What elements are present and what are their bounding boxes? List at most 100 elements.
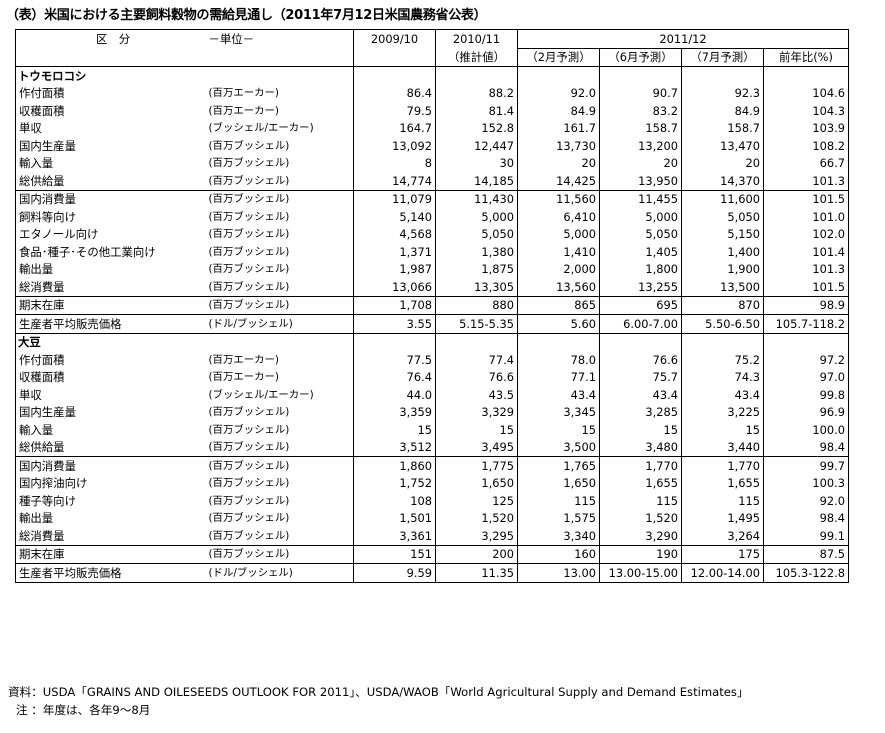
cell-jul: 14,370 [681, 172, 764, 190]
cell-v2009: 4,568 [353, 225, 436, 243]
cell-yoy: 103.9 [763, 119, 849, 137]
cell-feb: 43.4 [517, 386, 600, 404]
cell-yoy: 108.2 [763, 137, 849, 155]
cell-feb: 15 [517, 421, 600, 439]
row-label: 期末在庫 [15, 295, 206, 315]
table-row: 収穫面積 (百万エーカー) 79.5 81.4 84.9 83.2 84.9 104.3 [15, 102, 849, 120]
cell-jul: 74.3 [681, 368, 764, 386]
cell-feb: 14,425 [517, 172, 600, 190]
cell-jul: 3,440 [681, 438, 764, 457]
cell-v2010: 30 [435, 154, 518, 172]
section-row-soy: 大豆 [15, 332, 849, 351]
cell-yoy: 98.4 [763, 438, 849, 457]
table-row: 単収 (ブッシェル/エーカー) 164.7 152.8 161.7 158.7 158.7 1… [15, 119, 849, 137]
cell-jul: 175 [681, 544, 764, 564]
table-row: 国内生産量 (百万ブッシェル) 13,092 12,447 13,730 13,200 13… [15, 137, 849, 155]
row-label: 収穫面積 [15, 102, 206, 120]
cell-v2010: 3,295 [435, 527, 518, 545]
cell-v2009: 86.4 [353, 84, 436, 102]
cell-jun: 13,200 [599, 137, 682, 155]
header-row-2: （推計値） （2月予測） （6月予測） （7月予測） 前年比(%) [15, 48, 849, 67]
cell-v2010: 3,329 [435, 403, 518, 421]
cell-jun: 6.00-7.00 [599, 314, 682, 334]
table-row: 総供給量 (百万ブッシェル) 3,512 3,495 3,500 3,480 3,440 98… [15, 438, 849, 457]
cell-feb: 13,560 [517, 278, 600, 296]
cell-jun: 13.00-15.00 [599, 563, 682, 583]
cell-v2010: 1,650 [435, 474, 518, 492]
table-row: 国内消費量 (百万ブッシェル) 1,860 1,775 1,765 1,770 1,770 9… [15, 456, 849, 475]
cell-jun: 76.6 [599, 351, 682, 369]
table-row: 輸入量 (百万ブッシェル) 15 15 15 15 15 100.0 [15, 421, 849, 439]
cell-v2010: 43.5 [435, 386, 518, 404]
cell-jul: 1,400 [681, 243, 764, 261]
row-label: 作付面積 [15, 84, 206, 102]
cell-v2010: 12,447 [435, 137, 518, 155]
cell-feb: 161.7 [517, 119, 600, 137]
cell-feb: 115 [517, 492, 600, 510]
cell-v2010: 11.35 [435, 563, 518, 583]
cell-feb: 84.9 [517, 102, 600, 120]
table-row: 飼料等向け (百万ブッシェル) 5,140 5,000 6,410 5,000 5,050 1… [15, 208, 849, 226]
section-title: トウモロコシ [15, 66, 206, 85]
section-title: 大豆 [15, 332, 206, 351]
cell-v2010: 81.4 [435, 102, 518, 120]
cell-v2010: 77.4 [435, 351, 518, 369]
cell-feb: 1,765 [517, 456, 600, 475]
cell-jun: 1,405 [599, 243, 682, 261]
cell-jul: 15 [681, 421, 764, 439]
row-unit: (百万ブッシェル) [205, 544, 354, 564]
cell-v2010: 76.6 [435, 368, 518, 386]
row-label: 総供給量 [15, 438, 206, 457]
cell-v2009: 164.7 [353, 119, 436, 137]
row-unit: (ブッシェル/エーカー) [205, 386, 354, 404]
row-unit: (百万ブッシェル) [205, 225, 354, 243]
row-unit: (百万ブッシェル) [205, 189, 354, 208]
cell-v2009: 1,371 [353, 243, 436, 261]
cell-jul: 43.4 [681, 386, 764, 404]
row-label: 食品･種子･その他工業向け [15, 243, 206, 261]
cell-feb: 5,000 [517, 225, 600, 243]
cell-jul: 870 [681, 295, 764, 315]
cell-jul: 92.3 [681, 84, 764, 102]
row-label: 単収 [15, 119, 206, 137]
cell-jul: 1,655 [681, 474, 764, 492]
cell-feb: 865 [517, 295, 600, 315]
row-label: 輸出量 [15, 509, 206, 527]
cell-v2009: 3,361 [353, 527, 436, 545]
cell-feb: 20 [517, 154, 600, 172]
cell-jul: 20 [681, 154, 764, 172]
cell-yoy: 104.3 [763, 102, 849, 120]
cell-jun: 13,950 [599, 172, 682, 190]
cell-feb: 5.60 [517, 314, 600, 334]
cell-yoy: 92.0 [763, 492, 849, 510]
cell-yoy: 104.6 [763, 84, 849, 102]
row-label: 国内生産量 [15, 403, 206, 421]
cell-yoy: 98.4 [763, 509, 849, 527]
cell-jun: 158.7 [599, 119, 682, 137]
cell-feb: 3,500 [517, 438, 600, 457]
header-unit: －単位－ [205, 29, 354, 48]
cell-v2009: 8 [353, 154, 436, 172]
row-unit: (百万ブッシェル) [205, 456, 354, 475]
cell-v2010: 1,775 [435, 456, 518, 475]
cell-yoy: 101.5 [763, 278, 849, 296]
cell-feb: 1,575 [517, 509, 600, 527]
table-row: 国内搾油向け (百万ブッシェル) 1,752 1,650 1,650 1,655 1,655… [15, 474, 849, 492]
cell-feb: 1,410 [517, 243, 600, 261]
row-label: 国内消費量 [15, 456, 206, 475]
row-unit: (百万ブッシェル) [205, 474, 354, 492]
header-2010-top: 2010/11 [435, 29, 518, 48]
cell-jul: 75.2 [681, 351, 764, 369]
row-unit: (百万ブッシェル) [205, 243, 354, 261]
cell-jul: 1,900 [681, 260, 764, 278]
cell-feb: 77.1 [517, 368, 600, 386]
cell-jun: 75.7 [599, 368, 682, 386]
cell-yoy: 102.0 [763, 225, 849, 243]
cell-jul: 1,770 [681, 456, 764, 475]
cell-feb: 11,560 [517, 189, 600, 208]
cell-feb: 13,730 [517, 137, 600, 155]
row-unit: (百万ブッシェル) [205, 421, 354, 439]
header-2009: 2009/10 [353, 29, 436, 48]
cell-yoy: 96.9 [763, 403, 849, 421]
cell-jun: 15 [599, 421, 682, 439]
